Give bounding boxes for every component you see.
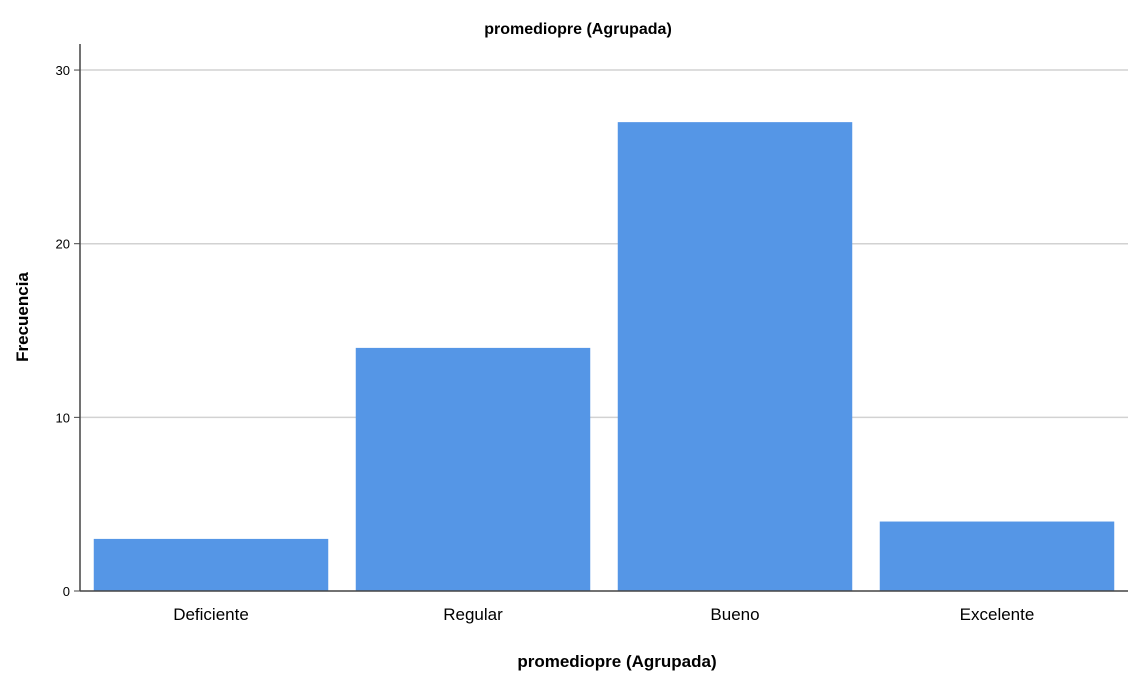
y-tick-label: 20 (56, 237, 70, 252)
bar-regular (355, 347, 591, 591)
bar-excelente (879, 521, 1115, 591)
x-tick-label: Excelente (960, 605, 1035, 624)
y-tick-label: 30 (56, 63, 70, 78)
chart-title: promediopre (Agrupada) (484, 21, 672, 38)
y-tick-label: 0 (63, 584, 70, 599)
bars (93, 122, 1115, 592)
x-tick-label: Bueno (710, 605, 759, 624)
x-tick-labels: Deficiente Regular Bueno Excelente (173, 605, 1034, 624)
x-axis-title: promediopre (Agrupada) (517, 652, 716, 671)
x-tick-label: Deficiente (173, 605, 249, 624)
y-tick-label: 10 (56, 410, 70, 425)
y-tick-labels: 0 10 20 30 (56, 63, 70, 599)
y-axis-title: Frecuencia (13, 272, 32, 362)
gridlines (80, 69, 1128, 419)
x-tick-label: Regular (443, 605, 503, 624)
bar-deficiente (93, 538, 329, 591)
axes (74, 44, 1128, 592)
bar-bueno (617, 122, 853, 592)
